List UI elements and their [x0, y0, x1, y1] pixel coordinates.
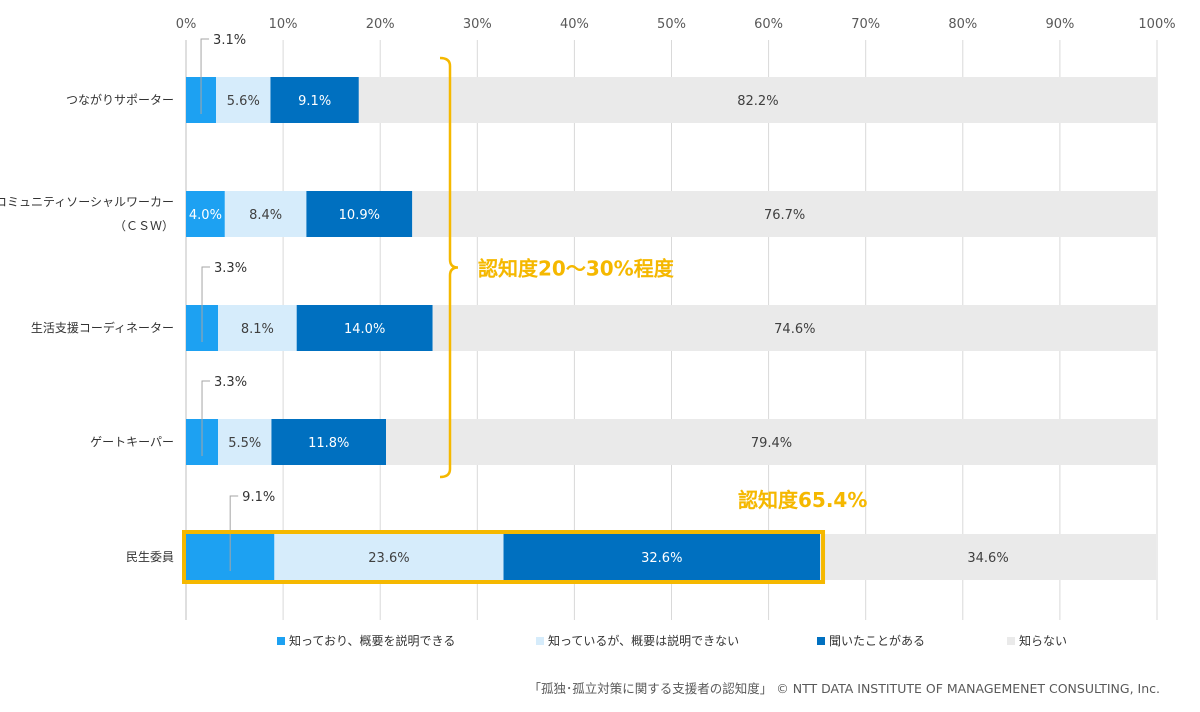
data-label: 9.1%: [242, 490, 275, 505]
x-tick-label: 10%: [269, 17, 298, 32]
category-label: 生活支援コーディネーター: [31, 320, 174, 335]
x-tick-label: 80%: [948, 17, 977, 32]
category-label: つながりサポーター: [66, 92, 174, 107]
category-label: ゲートキーパー: [90, 435, 174, 449]
x-tick-label: 100%: [1138, 17, 1175, 32]
data-label: 4.0%: [189, 208, 222, 223]
legend-swatch: [536, 637, 544, 645]
category-label: 民生委員: [126, 550, 174, 564]
data-label: 3.3%: [214, 375, 247, 390]
bar-segment: [224, 191, 307, 237]
data-label: 3.3%: [214, 261, 247, 276]
bar-segment: [270, 77, 359, 123]
bar-segment: [432, 305, 1157, 351]
annotation-text: 認知度65.4%: [738, 488, 867, 512]
x-tick-label: 70%: [851, 17, 880, 32]
x-tick-label: 0%: [176, 17, 197, 32]
source-note: 「孤独･孤立対策に関する支援者の認知度」 © NTT DATA INSTITUT…: [529, 681, 1160, 696]
callout-leader: [229, 495, 239, 571]
bar-segment: [820, 534, 1157, 580]
bar-segment: [218, 419, 272, 465]
x-tick-label: 60%: [754, 17, 783, 32]
bar-segment: [296, 305, 433, 351]
legend-label: 知っているが、概要は説明できない: [548, 633, 739, 648]
x-tick-label: 90%: [1045, 17, 1074, 32]
data-label: 8.4%: [249, 208, 282, 223]
data-label: 5.6%: [227, 94, 260, 109]
data-label: 9.1%: [298, 94, 331, 109]
bar-segment: [216, 77, 271, 123]
bar-segment: [271, 419, 387, 465]
annotation-text: 認知度20～30%程度: [478, 257, 675, 281]
data-label: 74.6%: [774, 322, 815, 337]
legend-label: 知らない: [1019, 634, 1067, 648]
callout-leader: [201, 380, 211, 456]
legend-swatch: [1007, 637, 1015, 645]
legend-swatch: [277, 637, 285, 645]
bar-segment: [218, 305, 297, 351]
data-label: 32.6%: [641, 551, 682, 566]
x-axis-ticks: 0% 10% 20% 30% 40% 50% 60% 70% 80% 90% 100%: [176, 17, 1176, 32]
data-label: 8.1%: [241, 322, 274, 337]
x-tick-label: 40%: [560, 17, 589, 32]
x-tick-label: 30%: [463, 17, 492, 32]
legend: 知っており、概要を説明できる 知っているが、概要は説明できない 聞いたことがある 知ら…: [277, 633, 1067, 648]
bar-segment: [503, 534, 821, 580]
legend-swatch: [817, 637, 825, 645]
category-label: コミュニティソーシャルワーカー: [0, 195, 174, 209]
data-label: 79.4%: [751, 436, 792, 451]
data-label: 5.5%: [228, 436, 261, 451]
data-label: 14.0%: [344, 322, 385, 337]
highlight-box: [182, 530, 826, 584]
bracket: [439, 56, 459, 479]
data-label: 23.6%: [368, 551, 409, 566]
category-label: （ＣＳＷ）: [114, 219, 174, 233]
bar-segment: [412, 191, 1157, 237]
data-label: 76.7%: [764, 208, 805, 223]
x-tick-label: 50%: [657, 17, 686, 32]
callout-leader: [201, 266, 211, 342]
bar-segment: [386, 419, 1157, 465]
data-label: 82.2%: [737, 94, 778, 109]
data-label: 10.9%: [339, 208, 380, 223]
data-label: 34.6%: [967, 551, 1008, 566]
data-label: 11.8%: [308, 436, 349, 451]
bar-segment: [274, 534, 504, 580]
bars: 3.1% 5.6% 9.1% 82.2% 4.0% 8.4% 10.9% 76.7% 3.3% 8…: [186, 33, 1157, 580]
callout-leader: [200, 38, 210, 114]
data-label: 3.1%: [213, 33, 246, 48]
x-tick-label: 20%: [366, 17, 395, 32]
bar-segment: [186, 191, 225, 237]
bar-segment: [358, 77, 1157, 123]
legend-label: 知っており、概要を説明できる: [289, 633, 455, 648]
bar-segment: [306, 191, 413, 237]
legend-label: 聞いたことがある: [829, 633, 925, 648]
